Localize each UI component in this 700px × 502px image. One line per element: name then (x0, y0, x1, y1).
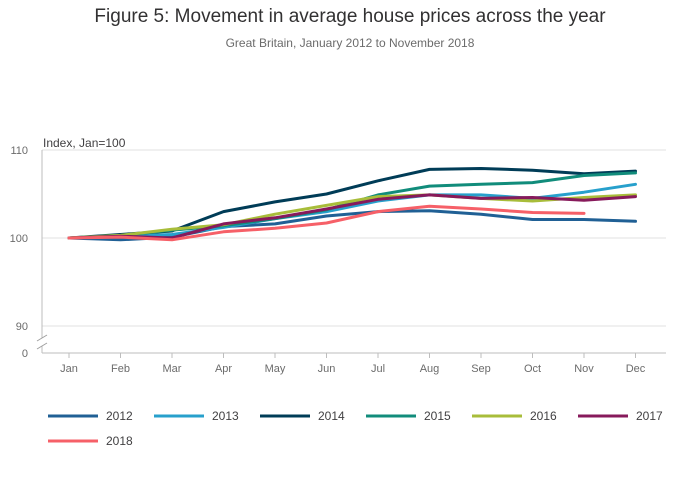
series-lines (67, 167, 637, 242)
x-tick-label: Apr (215, 363, 232, 375)
legend-label-2018: 2018 (106, 434, 133, 448)
legend-label-2014: 2014 (318, 409, 345, 423)
legend-label-2017: 2017 (636, 409, 663, 423)
x-tick-label: Feb (111, 363, 130, 375)
x-tick-label: Nov (574, 363, 594, 375)
x-tick-label: Sep (471, 363, 491, 375)
y-tick-label: 110 (10, 145, 28, 157)
x-tick-label: Oct (524, 363, 541, 375)
x-tick-label: Jan (60, 363, 78, 375)
series-line-2017 (67, 193, 637, 240)
y-axis-label: Index, Jan=100 (43, 136, 126, 150)
x-tick-label: Jun (318, 363, 336, 375)
legend-label-2012: 2012 (106, 409, 133, 423)
x-tick-label: Dec (626, 363, 646, 375)
legend: 2012 2013 2014 2015 2016 2017 2018 (48, 409, 663, 448)
legend-label-2013: 2013 (212, 409, 239, 423)
x-tick-label: May (265, 363, 286, 375)
legend-label-2016: 2016 (530, 409, 557, 423)
legend-label-2015: 2015 (424, 409, 451, 423)
x-tick-label: Mar (163, 363, 182, 375)
y-tick-label: 100 (10, 233, 28, 245)
x-tick-label: Jul (371, 363, 385, 375)
axes: 110 100 90 0 Jan Feb Mar Apr May Jun Jul Aug Sep Oct N… (10, 145, 666, 375)
axis-break-mark (36, 334, 48, 342)
series-line-2016 (67, 193, 637, 240)
y-tick-label: 90 (16, 321, 28, 333)
axis-break-mark (36, 342, 48, 350)
y-tick-label: 0 (22, 348, 28, 360)
series-line-2018 (67, 204, 586, 242)
chart-title: Figure 5: Movement in average house pric… (94, 6, 606, 27)
x-tick-label: Aug (420, 363, 440, 375)
chart-subtitle: Great Britain, January 2012 to November … (225, 36, 475, 50)
